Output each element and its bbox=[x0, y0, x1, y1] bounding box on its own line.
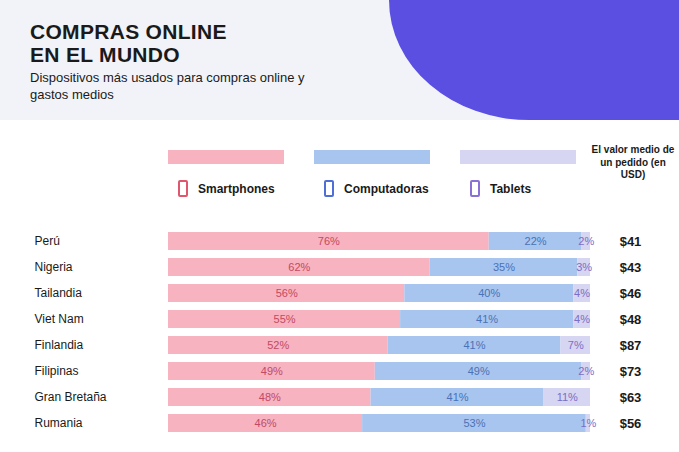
svg-text:48%: 48% bbox=[259, 391, 281, 403]
svg-text:$87: $87 bbox=[620, 338, 642, 353]
svg-text:$63: $63 bbox=[620, 390, 642, 405]
svg-text:Filipinas: Filipinas bbox=[35, 364, 79, 378]
svg-text:41%: 41% bbox=[447, 391, 469, 403]
svg-text:$73: $73 bbox=[620, 364, 642, 379]
svg-text:$46: $46 bbox=[620, 286, 642, 301]
svg-text:22%: 22% bbox=[525, 235, 547, 247]
html-text:Computadoras: Computadoras bbox=[344, 181, 429, 196]
svg-text:76%: 76% bbox=[318, 235, 340, 247]
svg-text:$41: $41 bbox=[620, 234, 642, 249]
html-text:COMPRAS ONLINE EN EL MUNDO: COMPRAS ONLINE EN EL MUNDO bbox=[30, 20, 227, 67]
svg-text:55%: 55% bbox=[274, 313, 296, 325]
svg-text:49%: 49% bbox=[261, 365, 283, 377]
svg-text:40%: 40% bbox=[478, 287, 500, 299]
svg-text:Viet Nam: Viet Nam bbox=[35, 312, 84, 326]
html-text:El valor medio de un pedido (e: El valor medio de un pedido (en USD) bbox=[591, 144, 675, 180]
svg-text:46%: 46% bbox=[255, 417, 277, 429]
svg-text:2%: 2% bbox=[578, 365, 594, 377]
svg-text:7%: 7% bbox=[568, 339, 584, 351]
svg-text:4%: 4% bbox=[574, 287, 590, 299]
svg-text:Finlandia: Finlandia bbox=[35, 338, 84, 352]
svg-text:Perú: Perú bbox=[35, 234, 60, 248]
svg-text:52%: 52% bbox=[267, 339, 289, 351]
svg-text:4%: 4% bbox=[574, 313, 590, 325]
svg-text:$43: $43 bbox=[620, 260, 642, 275]
html-text:Smartphones: Smartphones bbox=[198, 181, 275, 196]
html-text:Dispositivos más usados para c: Dispositivos más usados para compras onl… bbox=[30, 70, 305, 102]
svg-text:$56: $56 bbox=[620, 416, 642, 431]
svg-text:2%: 2% bbox=[578, 235, 594, 247]
svg-text:35%: 35% bbox=[493, 261, 515, 273]
svg-text:Nigeria: Nigeria bbox=[35, 260, 73, 274]
svg-text:56%: 56% bbox=[276, 287, 298, 299]
svg-text:49%: 49% bbox=[468, 365, 490, 377]
svg-text:62%: 62% bbox=[288, 261, 310, 273]
html-text:Tablets: Tablets bbox=[490, 181, 532, 196]
svg-text:53%: 53% bbox=[463, 417, 485, 429]
svg-text:1%: 1% bbox=[580, 417, 596, 429]
svg-text:Rumania: Rumania bbox=[35, 416, 83, 430]
svg-text:3%: 3% bbox=[576, 261, 592, 273]
svg-text:$48: $48 bbox=[620, 312, 642, 327]
svg-text:Tailandia: Tailandia bbox=[35, 286, 83, 300]
svg-text:11%: 11% bbox=[557, 391, 578, 403]
svg-text:Gran Bretaña: Gran Bretaña bbox=[35, 390, 107, 404]
svg-text:41%: 41% bbox=[463, 339, 485, 351]
svg-text:41%: 41% bbox=[476, 313, 498, 325]
